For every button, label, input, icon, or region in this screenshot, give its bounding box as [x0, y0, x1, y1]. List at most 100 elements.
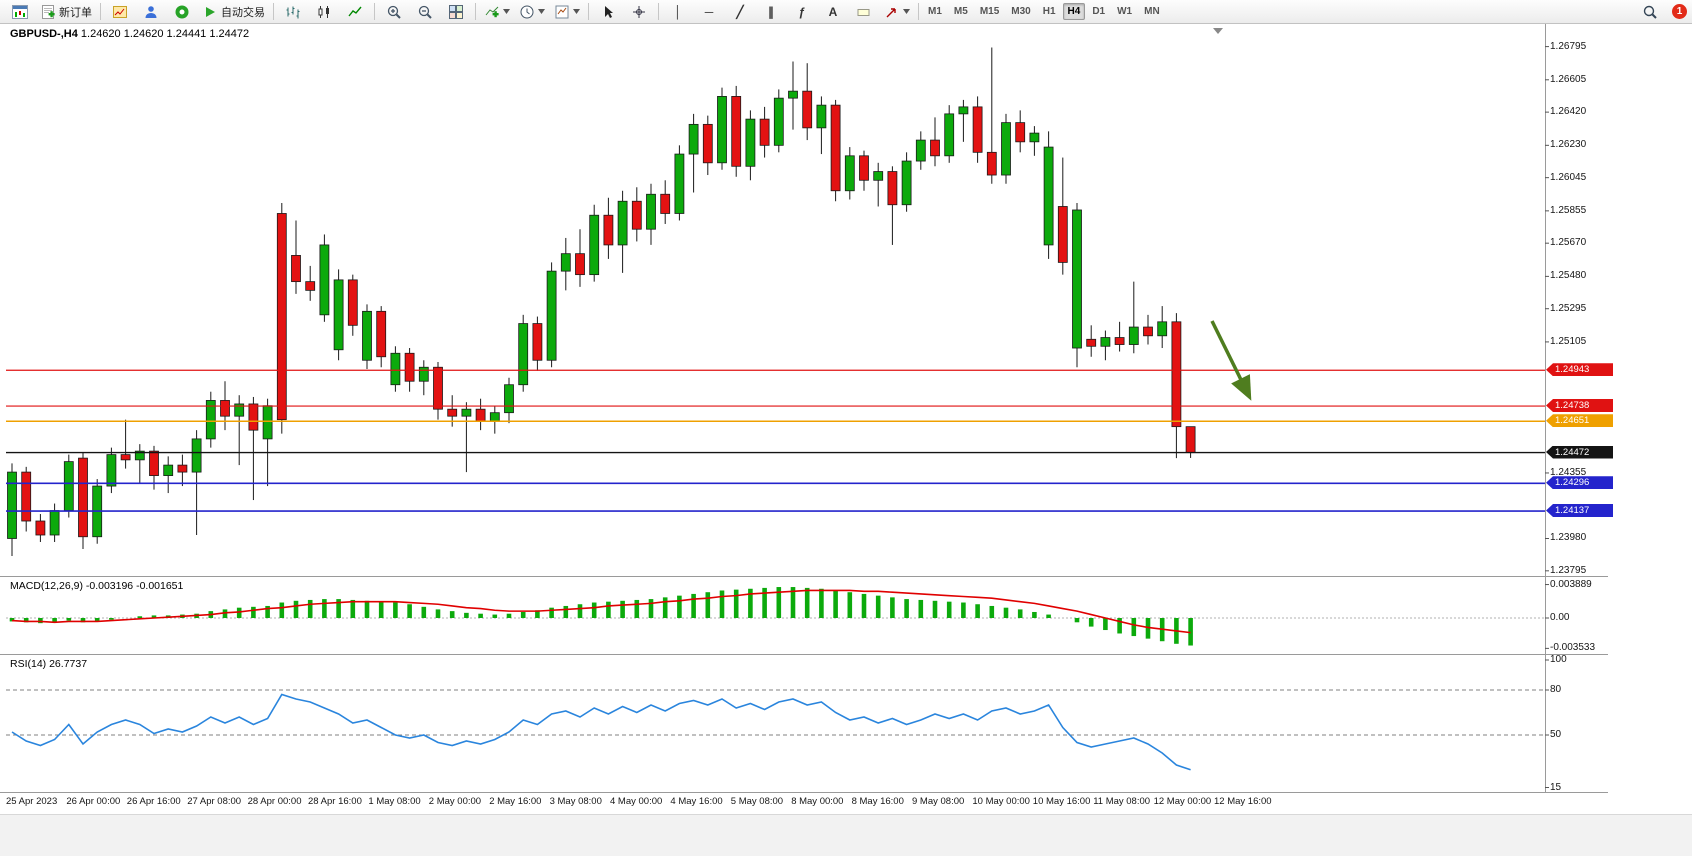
shapes-dropdown-button[interactable]	[880, 1, 914, 23]
auto-trading-label: 自动交易	[221, 6, 265, 19]
macd-histogram	[9, 587, 1193, 646]
cursor-button[interactable]	[593, 1, 623, 23]
candle	[802, 63, 813, 141]
candle	[915, 131, 926, 170]
timeframe-w1[interactable]: W1	[1117, 6, 1133, 17]
candle	[816, 96, 827, 155]
trendline-tool[interactable]: ╱	[725, 1, 755, 23]
candle	[617, 190, 628, 273]
candle	[163, 456, 174, 494]
new-order-button[interactable]: 新订单	[36, 1, 96, 23]
candle	[986, 47, 997, 184]
timeframe-m30[interactable]: M30	[1011, 6, 1031, 17]
tile-windows-button[interactable]	[441, 1, 471, 23]
candle	[873, 162, 884, 207]
new-chart-button[interactable]	[5, 1, 35, 23]
clock-icon	[519, 4, 535, 20]
timeframe-m5[interactable]: M5	[953, 6, 968, 17]
zoom-out-icon	[417, 4, 433, 20]
timeframe-m15[interactable]: M15	[979, 6, 1000, 17]
navigator-button[interactable]	[136, 1, 166, 23]
label-icon	[856, 4, 872, 20]
template-icon	[554, 4, 570, 20]
chart-window-icon	[12, 4, 28, 20]
toolbar-separator	[273, 3, 274, 20]
candle	[1043, 131, 1054, 259]
auto-trading-button[interactable]: 自动交易	[198, 1, 269, 23]
crosshair-icon	[631, 4, 647, 20]
candle	[1143, 314, 1153, 345]
community-icon	[174, 4, 190, 20]
candlestick-chart-button[interactable]	[309, 1, 339, 23]
timeframe-group: M1 M5 M15 M30 H1 H4 D1 W1 MN	[923, 3, 1165, 20]
window-bottom-strip	[0, 814, 1692, 856]
market-watch-button[interactable]	[105, 1, 135, 23]
toolbar-separator	[374, 3, 375, 20]
timeframe-h1[interactable]: H1	[1042, 6, 1056, 17]
market-watch-icon	[112, 4, 128, 20]
candle	[1114, 321, 1125, 352]
candle	[205, 391, 216, 448]
new-order-label: 新订单	[59, 6, 92, 19]
candle	[134, 444, 145, 483]
fibonacci-tool[interactable]: ƒ	[787, 1, 817, 23]
chevron-down-icon	[903, 9, 910, 14]
vertical-line-tool[interactable]: │	[663, 1, 693, 23]
candle	[660, 180, 671, 224]
periods-button[interactable]	[515, 1, 549, 23]
horizontal-line-tool[interactable]: ─	[694, 1, 724, 23]
templates-button[interactable]	[550, 1, 584, 23]
fibonacci-tool-icon: ƒ	[798, 4, 806, 19]
candle	[106, 447, 117, 494]
channel-tool[interactable]: ∥	[756, 1, 786, 23]
timeframe-d1[interactable]: D1	[1092, 6, 1106, 17]
bar-chart-button[interactable]	[278, 1, 308, 23]
candle	[390, 346, 401, 392]
chart-shift-marker[interactable]	[1213, 28, 1223, 34]
chevron-down-icon	[503, 9, 510, 14]
candle	[859, 150, 869, 191]
candle	[518, 314, 529, 392]
rsi-line	[11, 693, 1191, 771]
indicators-icon	[484, 4, 500, 20]
candle	[362, 304, 372, 369]
candle	[575, 229, 585, 287]
zoom-in-button[interactable]	[379, 1, 409, 23]
toolbar: 新订单 自动交易	[0, 0, 1692, 24]
timeframe-mn[interactable]: MN	[1144, 6, 1160, 17]
candle	[333, 269, 344, 361]
indicators-button[interactable]	[480, 1, 514, 23]
timeframe-m1[interactable]: M1	[928, 6, 942, 17]
community-button[interactable]	[167, 1, 197, 23]
channel-tool-icon: ∥	[768, 4, 774, 19]
notification-badge[interactable]: 1	[1672, 4, 1687, 19]
candle	[646, 183, 656, 245]
candle	[603, 197, 614, 259]
candle	[532, 316, 543, 371]
annotation-arrow[interactable]	[1210, 320, 1252, 401]
candle	[1001, 113, 1011, 184]
zoom-out-button[interactable]	[410, 1, 440, 23]
timeframe-h4[interactable]: H4	[1062, 3, 1086, 20]
candle	[376, 306, 387, 368]
search-button[interactable]	[1635, 1, 1665, 23]
line-chart-button[interactable]	[340, 1, 370, 23]
candle	[347, 274, 358, 336]
chevron-down-icon	[538, 9, 545, 14]
zoom-in-icon	[386, 4, 402, 20]
candle	[21, 466, 32, 532]
label-tool-button[interactable]	[849, 1, 879, 23]
candle	[489, 405, 500, 434]
text-tool[interactable]: A	[818, 1, 848, 23]
crosshair-button[interactable]	[624, 1, 654, 23]
candle	[35, 514, 46, 542]
candle	[120, 419, 131, 469]
candle	[1171, 313, 1182, 459]
candle	[944, 105, 955, 163]
candle	[546, 262, 557, 368]
bar-chart-icon	[285, 4, 301, 20]
candle	[433, 362, 443, 420]
candle	[475, 398, 486, 431]
candle	[844, 147, 855, 200]
